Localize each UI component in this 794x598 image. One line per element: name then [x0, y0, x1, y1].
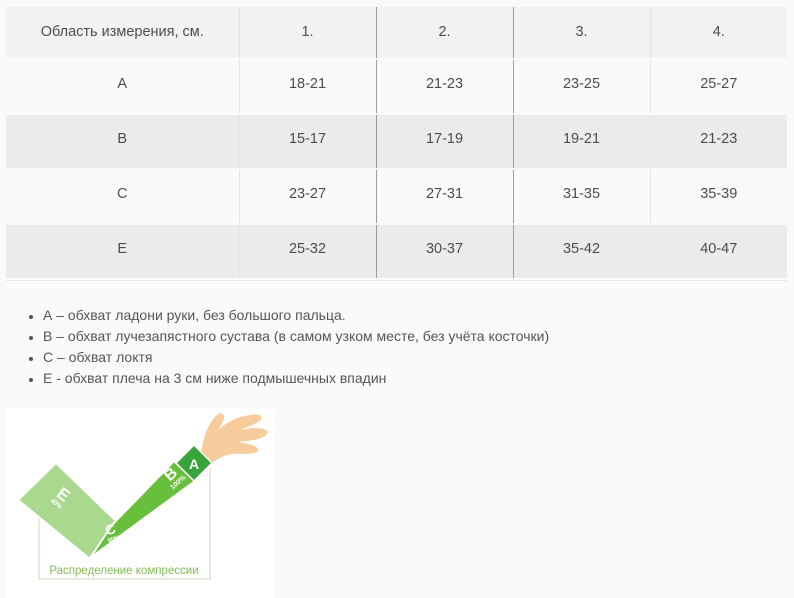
row-label: A	[6, 59, 240, 115]
table-cell: 27-31	[376, 169, 514, 225]
size-table: Область измерения, см. 1. 2. 3. 4. A 18-…	[6, 7, 787, 280]
table-cell: 23-27	[239, 169, 377, 225]
table-row-e: E 25-32 30-37 35-42 40-47	[6, 224, 787, 280]
size-table-wrap: Область измерения, см. 1. 2. 3. 4. A 18-…	[6, 7, 787, 281]
header-size-2: 2.	[376, 7, 514, 60]
table-cell: 40-47	[650, 224, 787, 280]
table-cell: 25-27	[650, 59, 787, 115]
table-header-row: Область измерения, см. 1. 2. 3. 4.	[6, 7, 787, 60]
table-cell: 18-21	[239, 59, 377, 115]
header-measure-area: Область измерения, см.	[6, 7, 240, 60]
header-size-3: 3.	[513, 7, 651, 60]
table-cell: 25-32	[239, 224, 377, 280]
measurement-notes: А – обхват ладони руки, без большого пал…	[26, 306, 788, 387]
table-cell: 15-17	[239, 114, 377, 170]
row-label: E	[6, 224, 240, 280]
table-cell: 17-19	[376, 114, 514, 170]
table-cell: 21-23	[376, 59, 514, 115]
note-e: Е - обхват плеча на 3 см ниже подмышечны…	[43, 369, 788, 387]
sleeve-segment-a	[175, 444, 213, 482]
compression-diagram: A B 100% C 80% E 40% Распределение компр…	[17, 413, 268, 580]
compression-figure: A B 100% C 80% E 40% Распределение компр…	[6, 408, 274, 598]
table-row-c: C 23-27 27-31 31-35 35-39	[6, 169, 787, 225]
row-label: C	[6, 169, 240, 225]
note-a: А – обхват ладони руки, без большого пал…	[43, 306, 788, 324]
label-a: A	[189, 456, 199, 472]
guide-frame	[38, 468, 211, 580]
figure-caption: Распределение компрессии	[49, 565, 198, 577]
table-cell: 31-35	[513, 169, 651, 225]
table-cell: 35-39	[650, 169, 787, 225]
table-cell: 35-42	[513, 224, 651, 280]
row-label: B	[6, 114, 240, 170]
table-cell: 21-23	[650, 114, 787, 170]
header-size-4: 4.	[650, 7, 787, 60]
note-b: В – обхват лучезапястного сустава (в сам…	[43, 327, 788, 345]
table-row-a: A 18-21 21-23 23-25 25-27	[6, 59, 787, 115]
table-cell: 19-21	[513, 114, 651, 170]
table-cell: 23-25	[513, 59, 651, 115]
table-cell: 30-37	[376, 224, 514, 280]
hand-illustration	[201, 413, 268, 466]
header-size-1: 1.	[239, 7, 377, 60]
table-row-b: B 15-17 17-19 19-21 21-23	[6, 114, 787, 170]
note-c: С – обхват локтя	[43, 348, 788, 366]
label-c-pct: 80%	[107, 535, 121, 545]
